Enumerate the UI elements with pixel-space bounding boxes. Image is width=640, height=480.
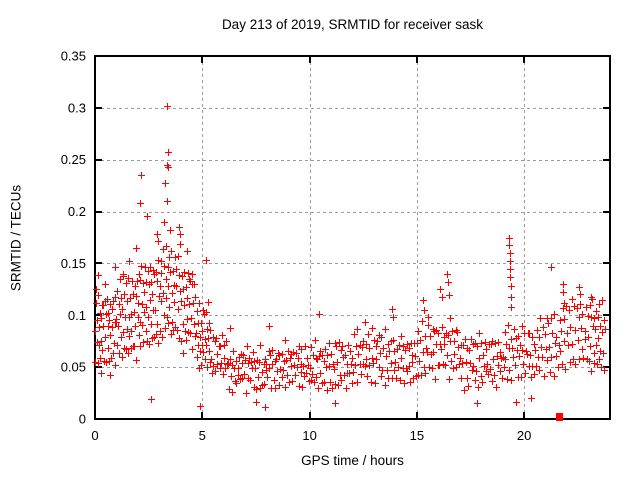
- x-axis-title: GPS time / hours: [301, 453, 404, 468]
- grid-lines: [95, 56, 610, 419]
- axis-ticks: [94, 55, 610, 420]
- y-tick-label: 0.2: [68, 204, 86, 219]
- data-point-square: [556, 413, 563, 421]
- plot-border: [94, 55, 611, 420]
- y-tick-label: 0: [79, 412, 86, 427]
- x-tick-label: 20: [517, 428, 531, 443]
- y-tick-label: 0.25: [61, 152, 86, 167]
- y-tick-label: 0.35: [61, 49, 86, 64]
- x-tick-label: 5: [199, 428, 206, 443]
- y-tick-label: 0.15: [61, 256, 86, 271]
- x-tick-label: 0: [91, 428, 98, 443]
- data-points: [92, 103, 609, 411]
- y-tick-label: 0.05: [61, 360, 86, 375]
- x-tick-label: 10: [302, 428, 316, 443]
- x-tick-label: 15: [410, 428, 424, 443]
- y-tick-label: 0.1: [68, 308, 86, 323]
- chart-title: Day 213 of 2019, SRMTID for receiver sas…: [221, 17, 484, 32]
- y-tick-label: 0.3: [68, 100, 86, 115]
